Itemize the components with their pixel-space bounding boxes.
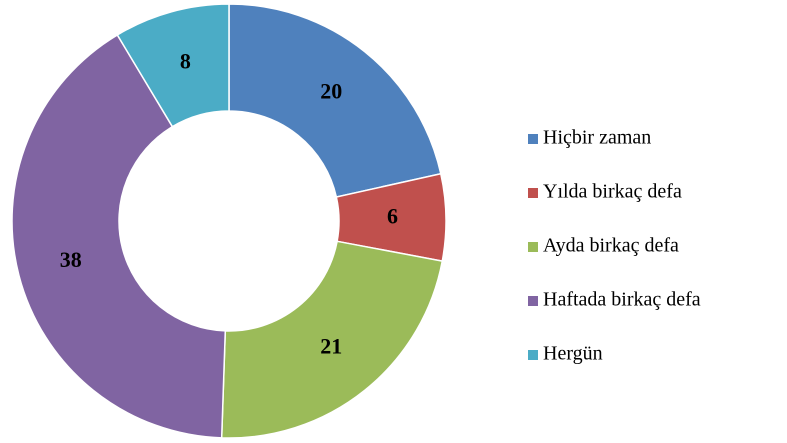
data-label: 6 [387, 203, 398, 228]
legend-label: Hergün [543, 343, 603, 365]
data-label: 20 [320, 78, 342, 103]
donut-slice [220, 240, 444, 439]
data-label: 8 [180, 48, 191, 73]
data-label: 21 [320, 334, 342, 359]
legend-label: Haftada birkaç defa [543, 289, 701, 311]
legend-swatch [528, 188, 538, 198]
legend-label: Hiçbir zaman [543, 127, 651, 149]
legend-swatch [528, 296, 538, 306]
data-label: 38 [60, 247, 82, 272]
donut-slice [11, 33, 227, 439]
donut-slice [116, 3, 230, 128]
legend-swatch [528, 350, 538, 360]
legend-label: Yılda birkaç defa [543, 181, 682, 203]
legend-swatch [528, 134, 538, 144]
donut-slice [228, 3, 442, 198]
legend-swatch [528, 242, 538, 252]
legend-label: Ayda birkaç defa [543, 235, 679, 257]
